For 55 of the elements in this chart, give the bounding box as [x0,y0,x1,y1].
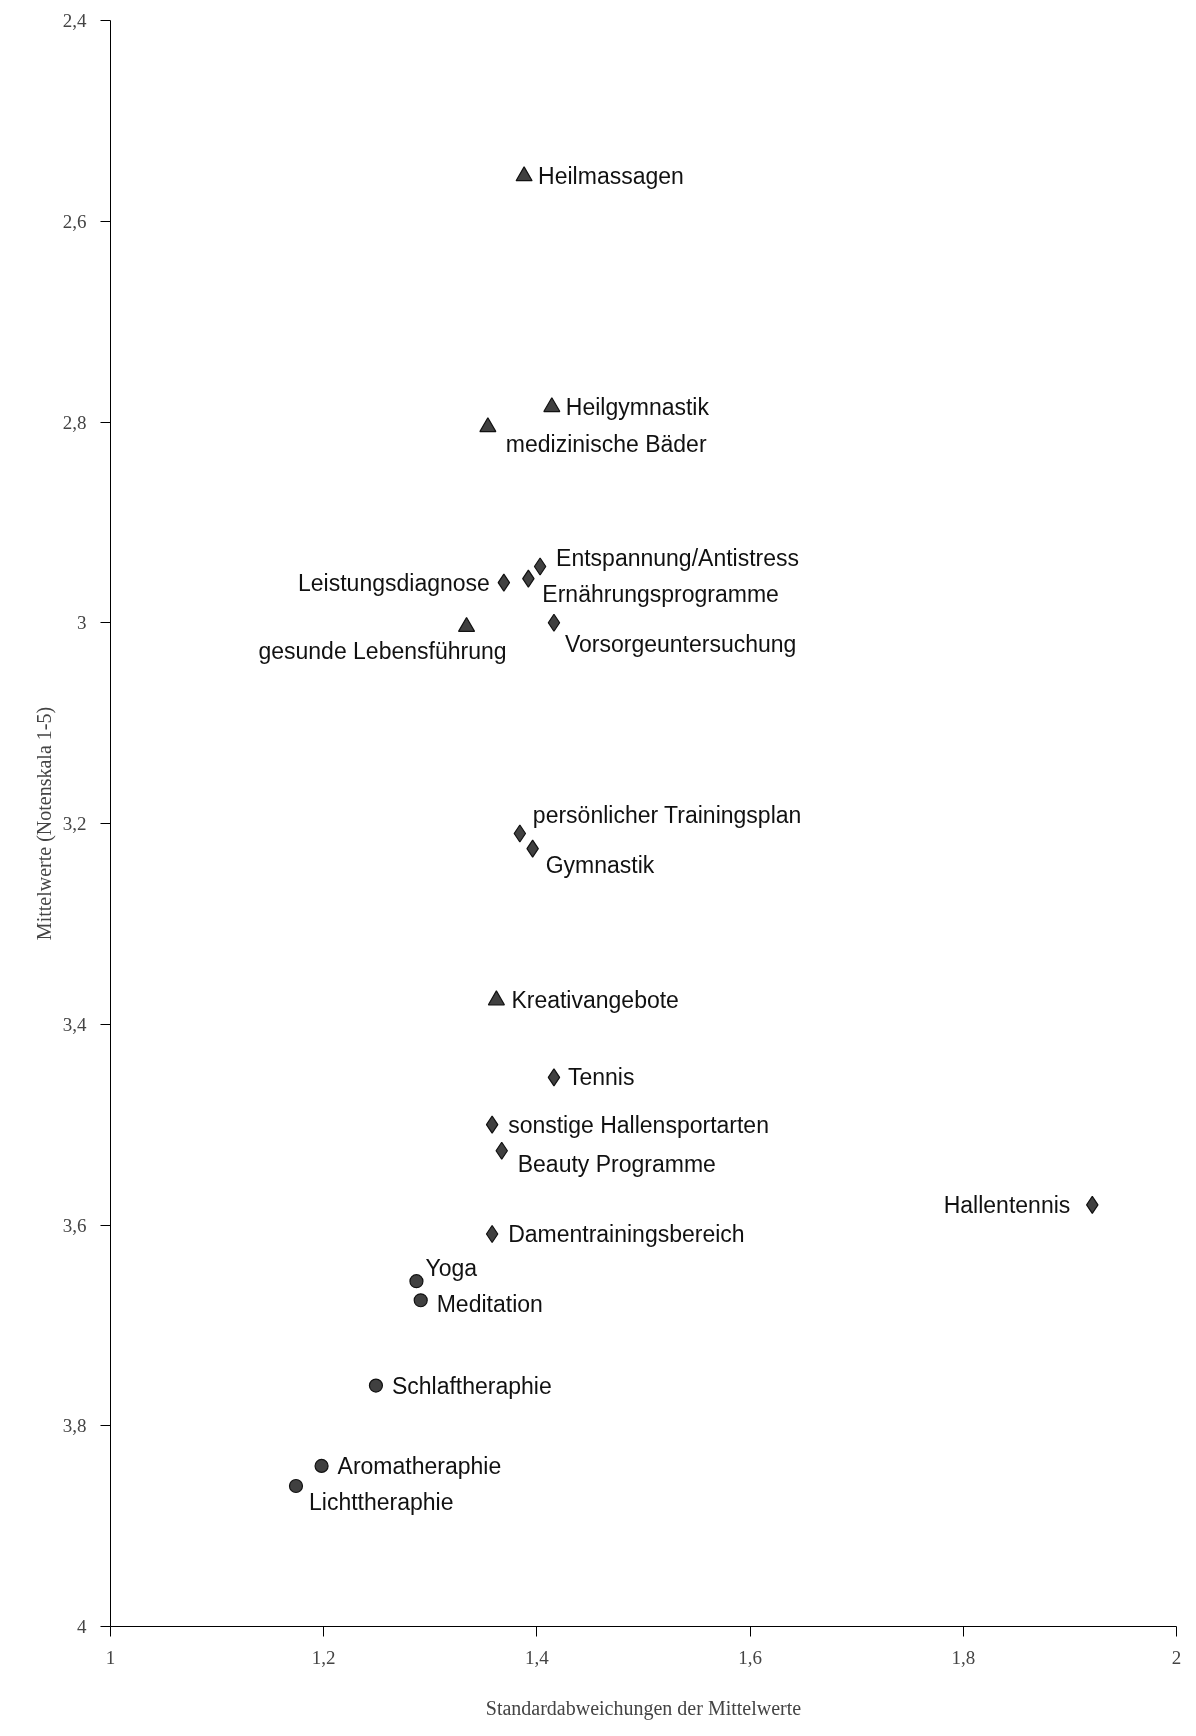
x-tick-label: 2 [1171,1646,1182,1668]
x-tick-label: 1,2 [311,1646,336,1668]
point [547,1068,561,1087]
point [497,573,511,592]
annotation: Meditation [436,1291,543,1318]
point [479,417,497,433]
y-tick-label: 3 [77,612,87,634]
y-axis-title: Mittelwerte (Notenskala 1-5) [32,706,56,941]
annotation: sonstige Hallensportarten [508,1111,769,1138]
annotation: Entspannung/Antistress [556,544,800,571]
point [543,397,561,413]
y-tick-label: 2,8 [62,411,87,433]
point [409,1274,424,1289]
point [547,613,561,632]
point [288,1478,304,1494]
annotation: Damentrainingsbereich [508,1221,745,1248]
annotation: Vorsorgeuntersuchung [564,630,797,657]
annotation: Ernährungsprogramme [542,580,779,607]
y-tick-label: 4 [77,1616,87,1637]
annotation: Heilmassagen [538,163,684,190]
point [513,824,527,843]
y-tick-label: 3,4 [62,1013,87,1035]
annotation: Yoga [425,1255,478,1282]
annotation: Tennis [567,1064,635,1091]
x-tick-label: 1 [105,1646,116,1668]
annotation: Kreativangebote [511,987,679,1014]
point [533,557,547,576]
annotation: medizinische Bäder [505,431,707,458]
annotation: Beauty Programme [517,1150,716,1177]
x-tick-label: 1,8 [951,1646,976,1668]
y-tick-label: 3,2 [62,813,87,834]
annotation: Aromatheraphie [337,1452,502,1479]
point [413,1293,428,1308]
point [515,166,533,182]
y-tick-label: 2,4 [62,10,87,31]
y-tick-label: 3,8 [62,1415,87,1437]
y-tick-label: 3,6 [62,1214,87,1236]
annotation: Hallentennis [943,1191,1071,1218]
annotation: Gymnastik [545,851,655,878]
point [368,1378,384,1393]
annotation: Leistungsdiagnose [298,569,490,596]
x-axis-title: Standardabweichungen der Mittelwerte [485,1696,802,1720]
annotation: Schlaftheraphie [391,1372,552,1399]
annotation: Lichttheraphie [308,1488,454,1515]
point [487,990,505,1006]
annotation: Heilgymnastik [565,393,710,420]
annotation: gesunde Lebensführung [258,637,507,664]
x-tick-label: 1,4 [525,1646,550,1668]
y-tick-label: 2,6 [62,210,87,232]
x-tick-label: 1,6 [738,1646,762,1668]
point [457,616,476,632]
point [485,1115,499,1134]
point [485,1224,499,1244]
point [314,1458,329,1473]
annotation: persönlicher Trainingsplan [532,801,802,828]
